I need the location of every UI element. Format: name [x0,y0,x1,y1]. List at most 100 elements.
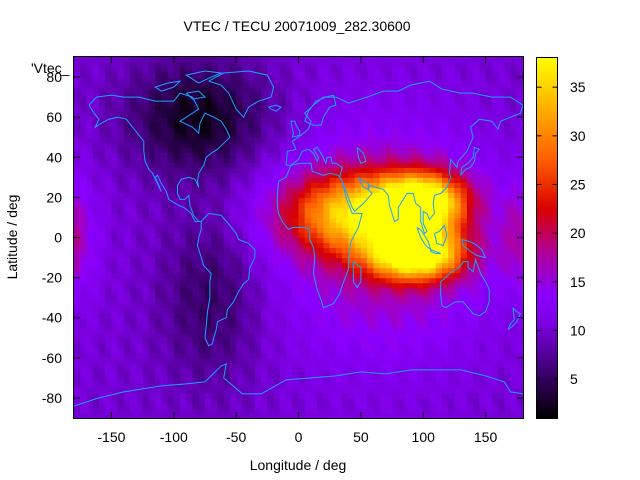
heatmap-cell [429,327,437,334]
heatmap-cell [123,182,131,188]
heatmap-cell [279,122,287,128]
heatmap-cell [261,187,268,193]
heatmap-cell [354,297,362,304]
heatmap-cell [317,237,325,244]
heatmap-cell [123,122,131,128]
heatmap-cell [479,57,487,63]
heatmap-cell [248,387,256,394]
heatmap-cell [236,267,243,274]
heatmap-cell [292,72,300,78]
heatmap-cell [298,72,306,78]
heatmap-cell [161,342,169,349]
heatmap-cell [304,302,312,309]
heatmap-cell [186,282,194,289]
heatmap-cell [310,392,318,399]
heatmap-cell [310,182,318,188]
heatmap-cell [236,77,243,83]
heatmap-cell [204,372,212,379]
heatmap-cell [167,387,175,394]
heatmap-cell [329,402,337,409]
heatmap-cell [329,142,337,148]
heatmap-cell [105,297,113,304]
heatmap-cell [80,352,88,359]
heatmap-cell [317,287,325,294]
heatmap-cell [248,372,256,379]
heatmap-cell [429,257,437,264]
heatmap-cell [155,117,162,123]
heatmap-cell [342,162,349,168]
heatmap-cell [491,107,499,113]
heatmap-cell [317,197,325,203]
heatmap-cell [392,252,399,259]
heatmap-cell [317,167,325,173]
heatmap-cell [404,87,412,93]
heatmap-cell [123,307,131,314]
heatmap-cell [298,337,306,344]
heatmap-cell [105,287,113,294]
heatmap-cell [448,222,456,229]
heatmap-cell [360,232,368,239]
heatmap-cell [204,252,212,259]
heatmap-cell [460,302,468,309]
heatmap-cell [373,252,381,259]
heatmap-cell [211,302,219,309]
heatmap-cell [223,322,231,329]
heatmap-cell [441,367,449,374]
heatmap-cell [229,167,237,173]
heatmap-cell [223,112,231,118]
heatmap-cell [248,197,256,203]
heatmap-cell [198,292,206,299]
heatmap-cell [111,287,119,294]
heatmap-cell [98,202,106,209]
heatmap-cell [204,207,212,214]
heatmap-cell [348,102,356,108]
heatmap-cell [473,392,480,399]
heatmap-cell [423,277,431,284]
heatmap-cell [279,192,287,198]
heatmap-cell [304,77,312,83]
heatmap-cell [173,67,181,73]
heatmap-cell [298,167,306,173]
heatmap-cell [479,107,487,113]
heatmap-cell [373,207,381,214]
heatmap-cell [385,132,393,138]
heatmap-cell [105,167,113,173]
heatmap-cell [460,262,468,269]
heatmap-cell [267,152,275,158]
heatmap-cell [123,322,131,329]
heatmap-cell [298,267,306,274]
heatmap-cell [92,152,100,158]
heatmap-cell [155,412,162,419]
heatmap-cell [148,92,156,98]
heatmap-cell [123,157,131,163]
heatmap-cell [161,192,169,198]
heatmap-cell [298,402,306,409]
heatmap-cell [367,317,374,324]
heatmap-cell [86,227,94,234]
heatmap-cell [123,377,131,384]
heatmap-cell [92,57,100,63]
heatmap-cell [460,112,468,118]
heatmap-cell [367,327,374,334]
heatmap-cell [317,292,325,299]
heatmap-cell [105,202,113,209]
heatmap-cell [229,407,237,414]
heatmap-cell [466,382,474,389]
heatmap-cell [485,222,493,229]
heatmap-cell [310,157,318,163]
heatmap-cell [286,357,293,364]
heatmap-cell [242,247,250,254]
heatmap-cell [342,402,349,409]
heatmap-cell [454,252,462,259]
heatmap-cell [466,287,474,294]
heatmap-cell [435,312,443,319]
heatmap-cell [466,127,474,133]
heatmap-cell [254,107,262,113]
heatmap-cell [354,357,362,364]
heatmap-cell [498,102,505,108]
heatmap-cell [217,217,225,224]
heatmap-cell [398,267,406,274]
heatmap-cell [354,412,362,419]
heatmap-cell [242,327,250,334]
heatmap-cell [448,337,456,344]
